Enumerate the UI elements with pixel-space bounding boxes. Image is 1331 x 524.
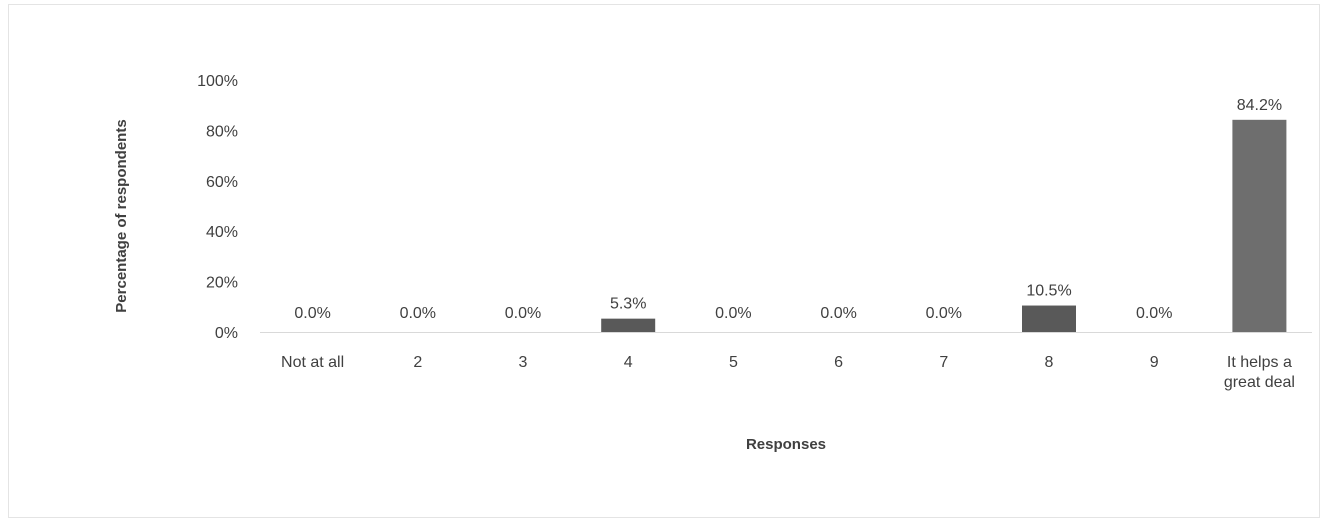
- x-axis-title: Responses: [746, 436, 826, 453]
- data-label: 0.0%: [820, 305, 856, 322]
- data-label: 0.0%: [926, 305, 962, 322]
- y-tick-label: 40%: [206, 224, 238, 241]
- x-tick-label: 5: [729, 354, 738, 371]
- y-tick-label: 20%: [206, 275, 238, 292]
- y-tick-label: 100%: [197, 73, 238, 90]
- data-label: 0.0%: [1136, 305, 1172, 322]
- x-tick-label: 3: [519, 354, 528, 371]
- x-tick-label: 2: [413, 354, 422, 371]
- bar: [601, 318, 656, 332]
- x-tick-label: Not at all: [281, 354, 344, 371]
- y-tick-label: 60%: [206, 174, 238, 191]
- chart-frame: [8, 4, 1320, 518]
- data-label: 0.0%: [505, 305, 541, 322]
- data-labels: 0.0% 0.0% 0.0% 5.3% 0.0% 0.0% 0.0% 10.5% 0.0% 84.…: [294, 97, 1282, 322]
- x-tick-label: 4: [624, 354, 633, 371]
- bar: [1232, 119, 1287, 332]
- x-tick-label: 9: [1150, 354, 1159, 371]
- data-label: 10.5%: [1026, 283, 1071, 300]
- data-label: 0.0%: [294, 305, 330, 322]
- data-label: 0.0%: [400, 305, 436, 322]
- x-tick-label: 8: [1045, 354, 1054, 371]
- x-tick-label: 6: [834, 354, 843, 371]
- x-tick-labels: Not at all 2 3 4 5 6 7 8 9 It helps a great deal: [281, 354, 1295, 391]
- data-label: 84.2%: [1237, 97, 1282, 114]
- y-tick-label: 80%: [206, 123, 238, 140]
- y-tick-labels: 0% 20% 40% 60% 80% 100%: [197, 73, 238, 342]
- y-tick-label: 0%: [215, 325, 238, 342]
- x-tick-label: 7: [939, 354, 948, 371]
- data-label: 0.0%: [715, 305, 751, 322]
- bars: [601, 119, 1287, 332]
- data-label: 5.3%: [610, 296, 646, 313]
- bar: [1022, 305, 1076, 332]
- x-tick-label: It helps a great deal: [1224, 354, 1295, 391]
- y-axis-title: Percentage of respondents: [113, 119, 130, 312]
